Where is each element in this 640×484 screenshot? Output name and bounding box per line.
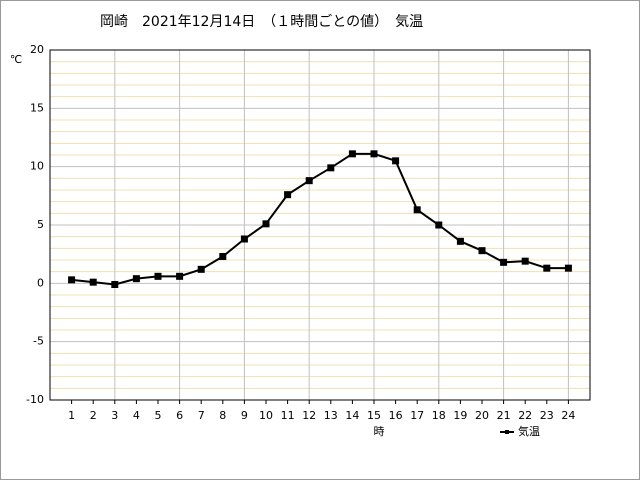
x-tick-label: 3	[111, 409, 118, 422]
y-tick-label: 15	[30, 101, 44, 114]
legend-marker	[505, 430, 509, 434]
y-unit: ℃	[10, 53, 22, 66]
x-tick-label: 13	[324, 409, 338, 422]
y-tick-label: 0	[37, 276, 44, 289]
x-tick-label: 10	[259, 409, 273, 422]
x-tick-label: 9	[241, 409, 248, 422]
y-tick-label: 10	[30, 160, 44, 173]
point	[478, 247, 486, 255]
point	[564, 264, 572, 272]
point	[89, 278, 97, 286]
point	[500, 258, 508, 266]
x-tick-label: 14	[345, 409, 359, 422]
chart-title: 岡崎 2021年12月14日 （１時間ごとの値） 気温	[100, 14, 423, 30]
x-tick-label: 21	[497, 409, 511, 422]
x-tick-label: 12	[302, 409, 316, 422]
point	[154, 272, 162, 280]
y-tick-label: 5	[37, 218, 44, 231]
point	[370, 150, 378, 158]
point	[284, 191, 292, 199]
point	[521, 257, 529, 265]
point	[219, 253, 227, 260]
x-tick-label: 15	[367, 409, 381, 422]
point	[392, 157, 400, 165]
x-tick-label: 6	[176, 409, 183, 422]
x-tick-label: 24	[561, 409, 575, 422]
x-tick-label: 20	[475, 409, 489, 422]
point	[456, 237, 464, 245]
y-tick-label: -10	[26, 393, 44, 406]
legend-label: 気温	[518, 424, 540, 438]
point	[305, 177, 313, 185]
x-tick-label: 17	[410, 409, 424, 422]
point	[111, 281, 119, 288]
point	[435, 221, 443, 229]
point	[413, 206, 421, 214]
x-tick-label: 1	[68, 409, 75, 422]
y-tick-label: -5	[33, 335, 44, 348]
x-tick-label: 22	[518, 409, 532, 422]
series-line	[71, 152, 569, 286]
x-tick-label: 5	[155, 409, 162, 422]
x-tick-label: 19	[453, 409, 467, 422]
point	[68, 276, 76, 284]
x-tick-label: 4	[133, 409, 140, 422]
x-tick-label: 11	[281, 409, 295, 422]
x-tick-label: 18	[432, 409, 446, 422]
x-tick-label: 16	[389, 409, 403, 422]
point	[262, 220, 270, 228]
point	[348, 150, 356, 158]
point	[132, 275, 140, 283]
x-tick-label: 8	[219, 409, 226, 422]
x-axis-label: 時	[374, 425, 385, 438]
x-tick-label: 2	[90, 409, 97, 422]
x-tick-label: 7	[198, 409, 205, 422]
point	[240, 235, 248, 243]
y-tick-label: 20	[30, 43, 44, 56]
plot-area	[49, 49, 591, 401]
point	[197, 265, 205, 273]
point	[543, 264, 551, 272]
x-tick-label: 23	[540, 409, 554, 422]
point	[176, 272, 184, 280]
point	[327, 164, 335, 172]
